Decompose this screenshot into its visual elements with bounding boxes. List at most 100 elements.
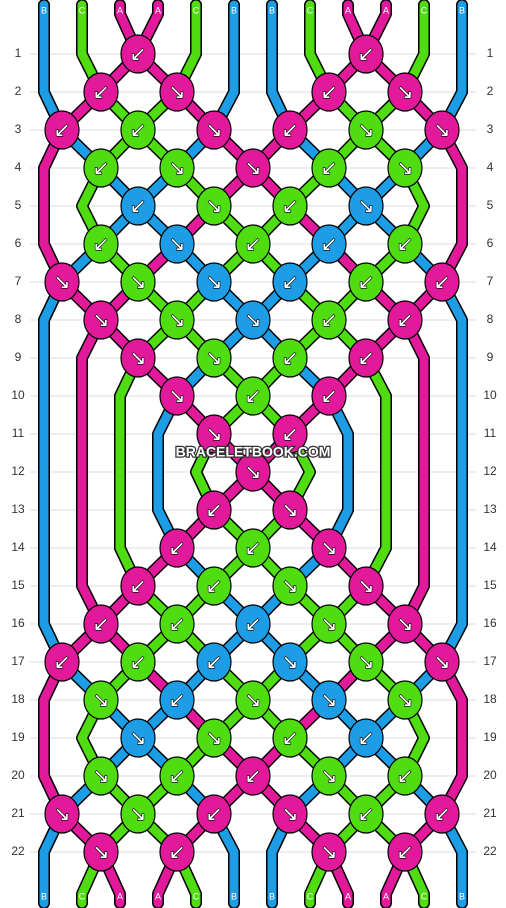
knot-arrow: ↙ [54, 118, 71, 142]
row-label: 21 [483, 806, 497, 820]
knot [235, 376, 271, 416]
knot-arrow: ↘ [245, 460, 262, 484]
knot-arrow: ↘ [397, 80, 414, 104]
knot-arrow: ↘ [206, 118, 223, 142]
knot-arrow: ↘ [169, 384, 186, 408]
knot-arrow: ↙ [321, 308, 338, 332]
knot [272, 794, 308, 834]
knot [159, 832, 195, 872]
knot-arrow: ↘ [321, 688, 338, 712]
knot-arrow: ↘ [169, 156, 186, 180]
knot-arrow: ↘ [321, 612, 338, 636]
knot-arrow: ↘ [245, 688, 262, 712]
knot [120, 338, 156, 378]
knot [196, 718, 232, 758]
knot-arrow: ↙ [206, 498, 223, 522]
row-label: 4 [15, 160, 22, 174]
knot-arrow: ↙ [93, 612, 110, 636]
knot-arrow: ↙ [358, 346, 375, 370]
knot-arrow: ↙ [434, 802, 451, 826]
knot [196, 338, 232, 378]
row-label: 11 [484, 426, 497, 440]
strand-label: A [345, 5, 351, 15]
knot [83, 72, 119, 112]
knot-arrow: ↙ [397, 308, 414, 332]
knot-arrow: ↘ [169, 232, 186, 256]
row-label: 15 [483, 578, 497, 592]
row-label: 18 [483, 692, 497, 706]
strand-label: A [117, 891, 123, 901]
row-label: 3 [15, 122, 22, 136]
knot-arrow: ↘ [169, 308, 186, 332]
row-label: 8 [15, 312, 22, 326]
strand-label: C [79, 5, 86, 15]
knot-arrow: ↘ [321, 764, 338, 788]
row-label: 16 [11, 616, 25, 630]
knot-arrow: ↘ [130, 346, 147, 370]
row-label: 4 [487, 160, 494, 174]
knot-arrow: ↘ [282, 650, 299, 674]
knot-arrow: ↙ [245, 536, 262, 560]
knot [348, 642, 384, 682]
knot [272, 566, 308, 606]
knot [311, 376, 347, 416]
knot-arrow: ↘ [321, 840, 338, 864]
knot-arrow: ↘ [93, 840, 110, 864]
row-label: 9 [487, 350, 494, 364]
row-label: 7 [15, 274, 22, 288]
knot-arrow: ↙ [282, 422, 299, 446]
knot [311, 300, 347, 340]
knot-arrow: ↙ [169, 612, 186, 636]
knot [44, 110, 80, 150]
strand-label: C [193, 891, 200, 901]
row-label: 22 [483, 844, 497, 858]
knot-arrow: ↙ [282, 194, 299, 218]
knot-arrow: ↘ [130, 270, 147, 294]
knot [348, 186, 384, 226]
knot-arrow: ↘ [434, 118, 451, 142]
knot [311, 528, 347, 568]
knot-arrow: ↘ [397, 156, 414, 180]
strand-label: B [41, 891, 47, 901]
row-label: 16 [483, 616, 497, 630]
knot-arrow: ↘ [169, 80, 186, 104]
knot-arrow: ↙ [169, 688, 186, 712]
knot [83, 604, 119, 644]
row-label: 10 [483, 388, 497, 402]
knot [159, 528, 195, 568]
knot [311, 148, 347, 188]
knot [196, 794, 232, 834]
row-label: 12 [483, 464, 497, 478]
strand-label: C [421, 5, 428, 15]
row-label: 2 [487, 84, 494, 98]
knot [311, 680, 347, 720]
knot [159, 756, 195, 796]
knot [235, 452, 271, 492]
row-label: 10 [11, 388, 25, 402]
knot [235, 300, 271, 340]
knot-arrow: ↙ [282, 270, 299, 294]
knot [272, 490, 308, 530]
strand-label: C [79, 891, 86, 901]
row-label: 19 [483, 730, 497, 744]
knot-arrow: ↙ [169, 840, 186, 864]
knot-arrow: ↙ [245, 612, 262, 636]
knot-arrow: ↘ [245, 308, 262, 332]
strand-label: C [421, 891, 428, 901]
knot-arrow: ↘ [206, 346, 223, 370]
row-label: 3 [487, 122, 494, 136]
knot [424, 110, 460, 150]
knot [196, 642, 232, 682]
knot-arrow: ↙ [321, 80, 338, 104]
strand-label: A [345, 891, 351, 901]
knot-arrow: ↙ [245, 384, 262, 408]
knot-arrow: ↘ [434, 650, 451, 674]
strand-label: A [155, 891, 161, 901]
strand-label: B [269, 891, 275, 901]
knot [83, 148, 119, 188]
knot-arrow: ↘ [245, 156, 262, 180]
knot-arrow: ↙ [169, 536, 186, 560]
knot-arrow: ↙ [358, 802, 375, 826]
knot-arrow: ↘ [321, 536, 338, 560]
knot [196, 490, 232, 530]
